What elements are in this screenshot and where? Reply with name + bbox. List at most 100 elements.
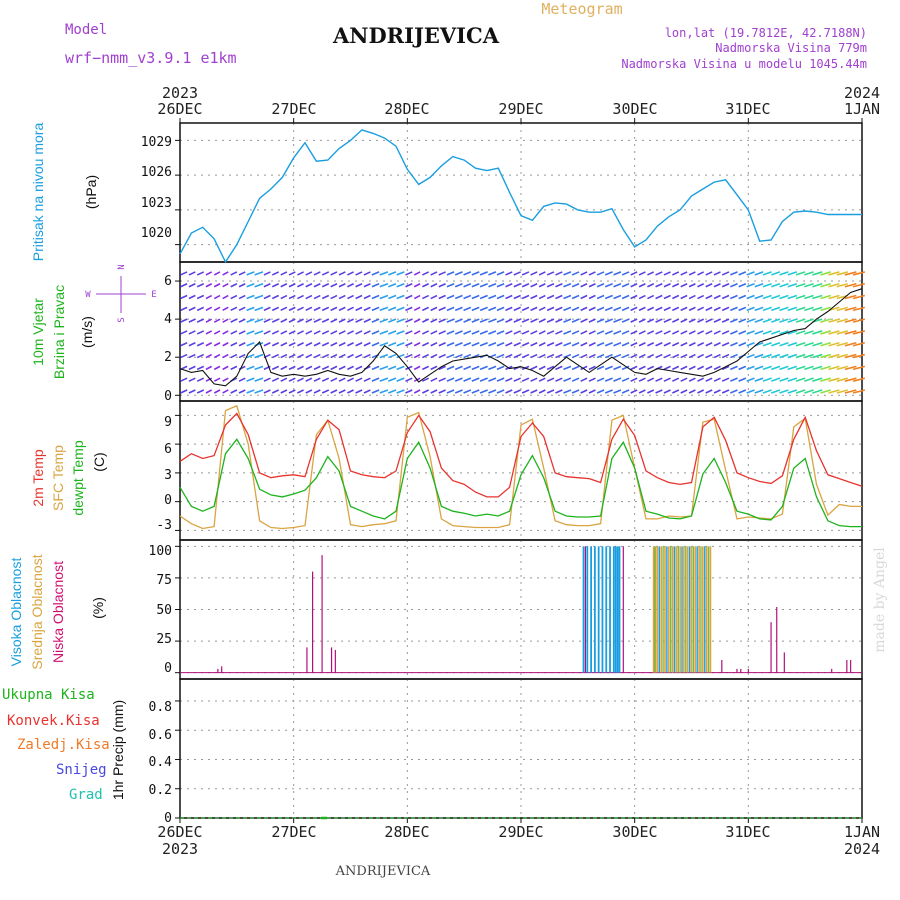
wind-arrow [271, 365, 280, 371]
wind-arrow [230, 353, 238, 359]
wind-arrow [413, 294, 421, 300]
top-date-axis: 2023 2024 26DEC 27DEC 28DEC 29DEC 30DEC … [157, 84, 880, 118]
wind-arrow [246, 282, 255, 288]
wind-arrow [836, 353, 848, 359]
wind-arrow [663, 353, 671, 359]
wind-arrow [422, 353, 430, 359]
wind-arrow [454, 282, 463, 288]
wind-arrow [638, 271, 646, 276]
wind-arrow [621, 282, 630, 288]
wind-arrow [388, 342, 397, 347]
wind-arrow [705, 306, 713, 312]
wind-arrows [180, 271, 866, 394]
wind-arrow [638, 294, 646, 300]
wind-arrow [238, 353, 246, 359]
wind-arrow [804, 318, 814, 323]
wind-arrow [488, 377, 497, 382]
wind-arrow [844, 353, 857, 359]
wind-arrow [812, 365, 823, 371]
cloud-mid-label: Srednja Oblacnost [29, 554, 45, 669]
wind-arrow [321, 389, 330, 394]
wind-arrow [836, 271, 848, 276]
wind-arrow [422, 330, 430, 335]
wind-arrow [538, 330, 546, 335]
wind-arrow [355, 306, 363, 312]
wind-arrow [305, 283, 313, 288]
wind-arrow [779, 271, 789, 276]
wind-arrow [820, 318, 831, 323]
wind-arrow [828, 318, 840, 323]
wind-arrow [638, 306, 646, 312]
wind-arrow [222, 365, 229, 371]
wind-arrow [647, 342, 655, 347]
wind-arrow [571, 306, 580, 312]
temp-sfc-line [179, 404, 862, 530]
wind-arrow [546, 365, 555, 371]
wind-arrow [305, 271, 313, 276]
wind-arrow [538, 271, 546, 276]
wind-arrow [430, 306, 438, 312]
wind-arrow [180, 330, 188, 335]
wind-arrow [852, 377, 866, 382]
wind-arrow [844, 377, 857, 382]
wind-arrow [571, 282, 580, 288]
wind-arrow [505, 283, 513, 288]
wind-arrow [563, 389, 572, 394]
wind-arrow [621, 271, 630, 276]
temp-tick: 0 [164, 493, 172, 508]
wind-arrow [205, 353, 213, 359]
wind-arrow [663, 365, 671, 371]
wind-arrow [422, 342, 430, 347]
top-date-label: 1JAN [844, 100, 880, 118]
wind-arrow [430, 389, 438, 394]
wind-arrow [479, 389, 488, 394]
wind-arrow [721, 318, 730, 323]
wind-arrow [180, 271, 188, 276]
wind-arrow [280, 283, 288, 288]
wind-arrow [430, 353, 438, 359]
wind-arrow [555, 377, 563, 382]
wind-tick: 0 [164, 389, 172, 404]
wind-arrow [263, 389, 271, 394]
wind-arrow [355, 330, 363, 335]
wind-arrow [338, 306, 346, 312]
wind-arrow [844, 365, 857, 371]
wind-arrow [263, 294, 271, 300]
wind-arrow [730, 389, 738, 394]
wind-arrow [787, 365, 798, 371]
wind-arrow [388, 377, 397, 382]
wind-arrow [697, 365, 705, 371]
wind-arrow [488, 342, 497, 347]
wind-arrow [688, 353, 696, 359]
wind-arrow [697, 389, 705, 394]
wind-arrow [288, 353, 296, 359]
wind-arrow [471, 271, 480, 276]
bottom-year-right: 2024 [844, 840, 880, 858]
wind-arrow [738, 306, 747, 312]
wind-arrow [530, 330, 538, 335]
wind-arrow [379, 353, 389, 359]
wind-arrow [672, 353, 680, 359]
wind-arrow [828, 377, 840, 382]
wind-arrow [820, 389, 831, 394]
wind-arrow [454, 294, 463, 300]
wind-arrow [713, 318, 721, 323]
wind-arrow [795, 389, 806, 394]
wind-arrow [746, 271, 755, 276]
wind-arrow [363, 318, 371, 323]
wind-arrow [762, 342, 772, 347]
wind-arrow [754, 330, 764, 335]
wind-arrow [521, 353, 530, 359]
bottom-date-label: 26DEC [157, 823, 202, 841]
wind-arrow [663, 283, 671, 288]
wind-arrow [680, 342, 688, 347]
wind-arrow [213, 271, 221, 276]
wind-tick: 6 [164, 274, 172, 289]
wind-arrow [613, 318, 622, 323]
cloud-tick: 50 [156, 603, 172, 618]
wind-arrow [396, 318, 405, 323]
wind-arrow [246, 306, 255, 312]
wind-arrow [513, 271, 521, 276]
pressure-tick: 1026 [141, 165, 172, 180]
wind-arrow [604, 294, 613, 300]
